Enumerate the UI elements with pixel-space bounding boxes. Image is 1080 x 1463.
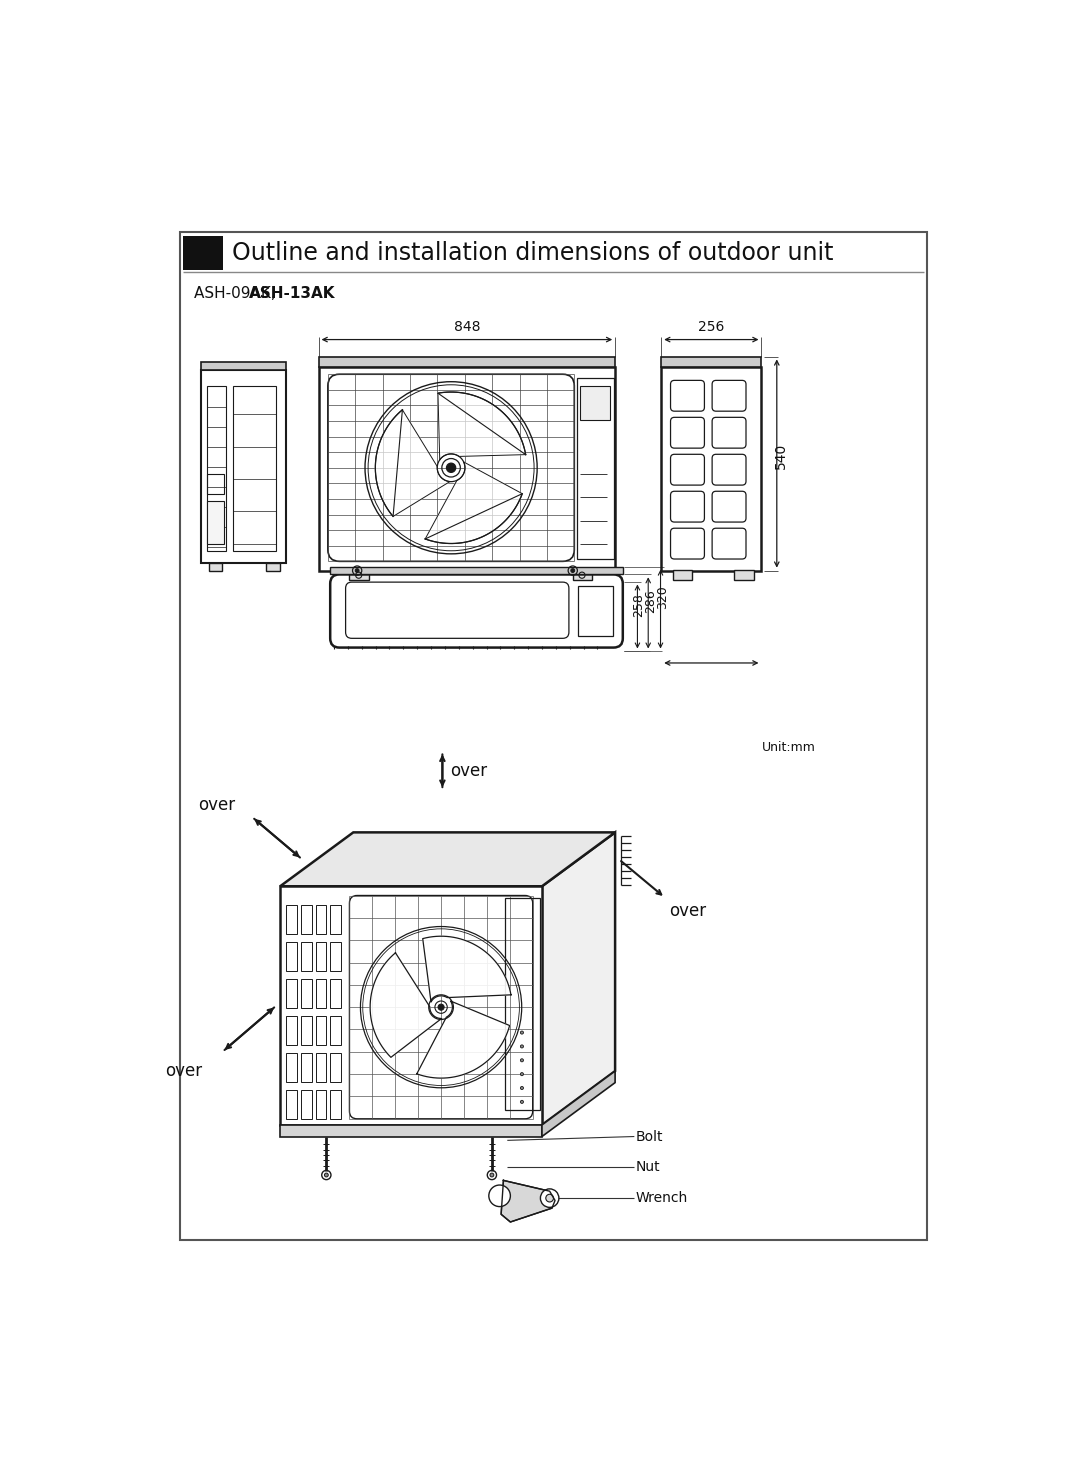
Circle shape [521, 1059, 524, 1062]
Circle shape [489, 1185, 511, 1207]
Bar [330, 904, 341, 933]
Bar [330, 979, 341, 1008]
Bar [286, 1090, 297, 1119]
Polygon shape [422, 936, 511, 1002]
Bar [315, 1052, 326, 1081]
Bar [330, 1090, 341, 1119]
Bar [184, 236, 224, 269]
Bar [207, 474, 224, 493]
Bar [330, 1052, 341, 1081]
Polygon shape [501, 1181, 555, 1222]
Bar [207, 502, 224, 544]
Bar [315, 1015, 326, 1045]
Text: 256: 256 [698, 320, 725, 334]
Text: Outline and installation dimensions of outdoor unit: Outline and installation dimensions of o… [232, 240, 834, 265]
Bar [286, 1015, 297, 1045]
Text: 258: 258 [633, 593, 646, 616]
Bar [578, 587, 612, 636]
Polygon shape [370, 952, 442, 1058]
Text: 848: 848 [454, 320, 481, 334]
Bar [580, 386, 610, 420]
Bar [315, 979, 326, 1008]
Bar [315, 904, 326, 933]
Circle shape [438, 1004, 444, 1011]
Bar [315, 1090, 326, 1119]
Bar [734, 569, 754, 579]
Circle shape [521, 1100, 524, 1103]
Bar [350, 569, 368, 579]
Bar [301, 1052, 312, 1081]
Bar [572, 569, 592, 579]
Circle shape [446, 464, 456, 473]
Bar [330, 566, 623, 575]
Circle shape [324, 1173, 328, 1176]
Text: Wrench: Wrench [636, 1191, 688, 1206]
Polygon shape [542, 1071, 616, 1137]
Bar [319, 357, 616, 367]
Bar [267, 563, 280, 571]
Text: 320: 320 [657, 585, 670, 609]
Bar [301, 1015, 312, 1045]
Bar [280, 1125, 542, 1137]
Bar [673, 569, 692, 579]
Bar [207, 386, 226, 552]
Text: over: over [450, 762, 487, 780]
Text: Nut: Nut [636, 1160, 661, 1175]
Bar [319, 367, 616, 571]
Circle shape [521, 1031, 524, 1034]
Bar [661, 367, 761, 571]
Text: over: over [164, 1062, 202, 1080]
Circle shape [521, 1045, 524, 1048]
Bar [505, 898, 540, 1109]
Bar [301, 1090, 312, 1119]
Bar [201, 361, 285, 370]
Bar [577, 377, 613, 559]
Bar [286, 942, 297, 971]
Bar [180, 231, 927, 1241]
Bar [315, 942, 326, 971]
Polygon shape [426, 462, 523, 544]
Text: ASH-09AK,: ASH-09AK, [194, 285, 281, 301]
Polygon shape [542, 832, 616, 1125]
Text: over: over [669, 901, 706, 920]
Bar [201, 370, 285, 563]
Polygon shape [280, 832, 616, 887]
Text: 540: 540 [773, 442, 787, 468]
Polygon shape [437, 392, 526, 459]
Circle shape [545, 1194, 554, 1203]
Text: 286: 286 [644, 590, 657, 613]
Bar [661, 357, 761, 367]
Bar [208, 563, 222, 571]
Circle shape [490, 1173, 494, 1176]
Bar [286, 1052, 297, 1081]
Polygon shape [376, 410, 450, 516]
Bar [301, 979, 312, 1008]
Bar [286, 904, 297, 933]
Text: over: over [198, 796, 235, 815]
Text: Unit:mm: Unit:mm [761, 742, 815, 753]
Bar [301, 942, 312, 971]
Bar [233, 386, 275, 552]
Bar [330, 1015, 341, 1045]
Bar [280, 887, 542, 1125]
Bar [330, 942, 341, 971]
Circle shape [540, 1189, 558, 1207]
Circle shape [521, 1072, 524, 1075]
Text: ASH-13AK: ASH-13AK [249, 285, 336, 301]
Polygon shape [417, 1001, 510, 1078]
Bar [286, 979, 297, 1008]
Circle shape [355, 569, 359, 572]
Circle shape [521, 1087, 524, 1090]
Circle shape [571, 569, 575, 572]
Bar [301, 904, 312, 933]
Text: Bolt: Bolt [636, 1129, 663, 1144]
